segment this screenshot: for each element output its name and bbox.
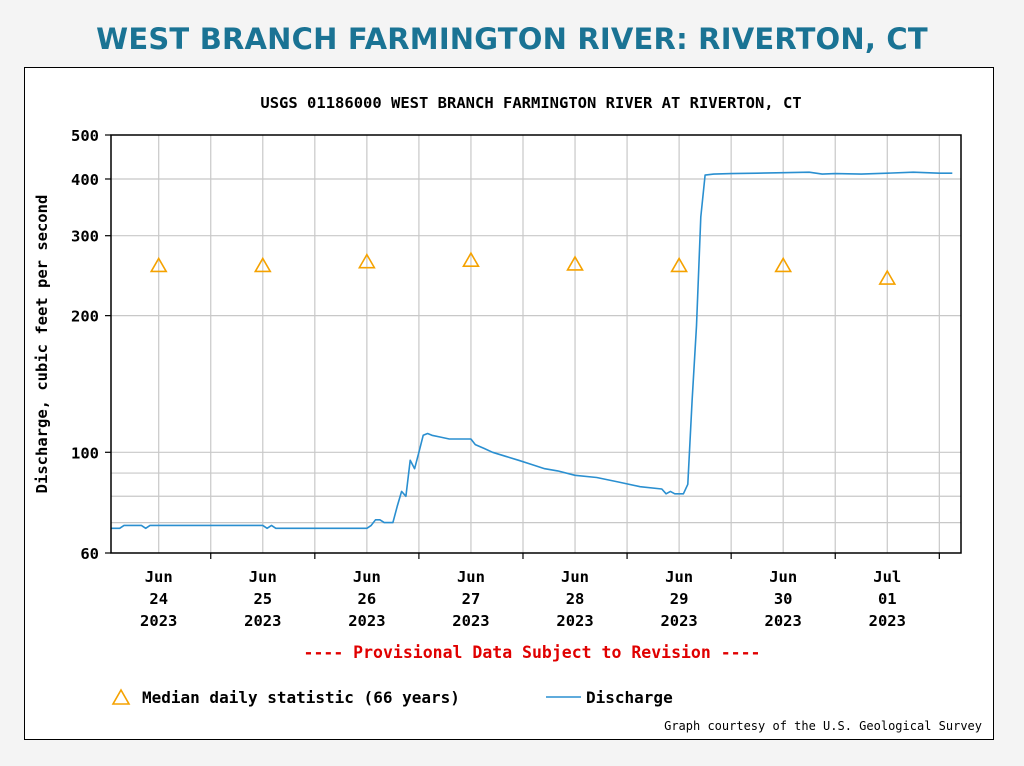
x-tick-label-3-line1: Jun [457,568,485,586]
x-tick-label-2-line3: 2023 [348,612,385,630]
median-triangle-point-0 [149,256,168,273]
y-tick-label-300: 300 [71,228,99,246]
x-tick-label-7-line2: 01 [878,590,897,608]
discharge-series-line [111,171,953,530]
median-triangle-point-7 [878,269,897,285]
x-tick-label-5-line3: 2023 [660,612,697,630]
median-triangle-point-4 [566,255,584,271]
plot-area [110,134,962,554]
y-tick-label-400: 400 [71,171,99,189]
x-tick-label-2-line2: 26 [358,590,377,608]
chart-title: USGS 01186000 WEST BRANCH FARMINGTON RIV… [260,94,801,112]
legend: Median daily statistic (66 years) Discha… [111,688,673,707]
x-tick-label-3-line3: 2023 [452,612,489,630]
x-tick-label-2-line1: Jun [353,568,381,586]
x-tick-label-1-line1: Jun [249,568,277,586]
grid-lines [111,135,961,559]
median-triangle-point-1 [253,256,272,273]
y-tick-label-60: 60 [80,545,99,563]
x-tick-label-3-line2: 27 [462,590,481,608]
discharge-chart: USGS 01186000 WEST BRANCH FARMINGTON RIV… [33,94,982,733]
x-tick-label-0-line2: 24 [149,590,168,608]
x-tick-label-6-line2: 30 [774,590,793,608]
chart-frame: USGS 01186000 WEST BRANCH FARMINGTON RIV… [24,67,994,740]
x-tick-label-6-line1: Jun [769,568,797,586]
x-tick-label-5-line1: Jun [665,568,693,586]
y-axis-label: Discharge, cubic feet per second [33,195,51,494]
series-layer [111,171,953,530]
x-tick-label-6-line3: 2023 [765,612,802,630]
x-tick-label-1-line2: 25 [253,590,272,608]
x-tick-label-1-line3: 2023 [244,612,281,630]
x-tick-label-7-line3: 2023 [869,612,906,630]
page-title: WEST BRANCH FARMINGTON RIVER: RIVERTON, … [96,22,928,56]
x-tick-label-0-line3: 2023 [140,612,177,630]
median-triangle-point-6 [774,256,793,273]
legend-median-label: Median daily statistic (66 years) [142,688,460,707]
median-triangle-point-5 [670,256,688,273]
median-triangle-point-3 [462,251,480,267]
credit-text: Graph courtesy of the U.S. Geological Su… [664,719,982,733]
x-tick-label-5-line2: 29 [670,590,689,608]
provisional-notice: ---- Provisional Data Subject to Revisio… [304,643,761,662]
x-tick-label-7-line1: Jul [873,568,901,586]
y-tick-labels: 60 100 200 300 400 500 [71,127,111,563]
y-tick-label-100: 100 [71,444,99,462]
x-tick-label-4-line3: 2023 [556,612,593,630]
x-tick-label-0-line1: Jun [145,568,173,586]
legend-median-triangle-icon [111,688,131,705]
median-triangle-point-2 [357,253,376,269]
y-tick-label-200: 200 [71,308,99,326]
legend-discharge-label: Discharge [586,688,673,707]
x-tick-label-4-line2: 28 [566,590,585,608]
x-tick-label-4-line1: Jun [561,568,589,586]
x-tick-labels: Jun 24 2023 Jun 25 2023 Jun 26 2023 Jun 27 2023 Jun 2… [140,568,906,630]
y-tick-label-500: 500 [71,127,99,145]
